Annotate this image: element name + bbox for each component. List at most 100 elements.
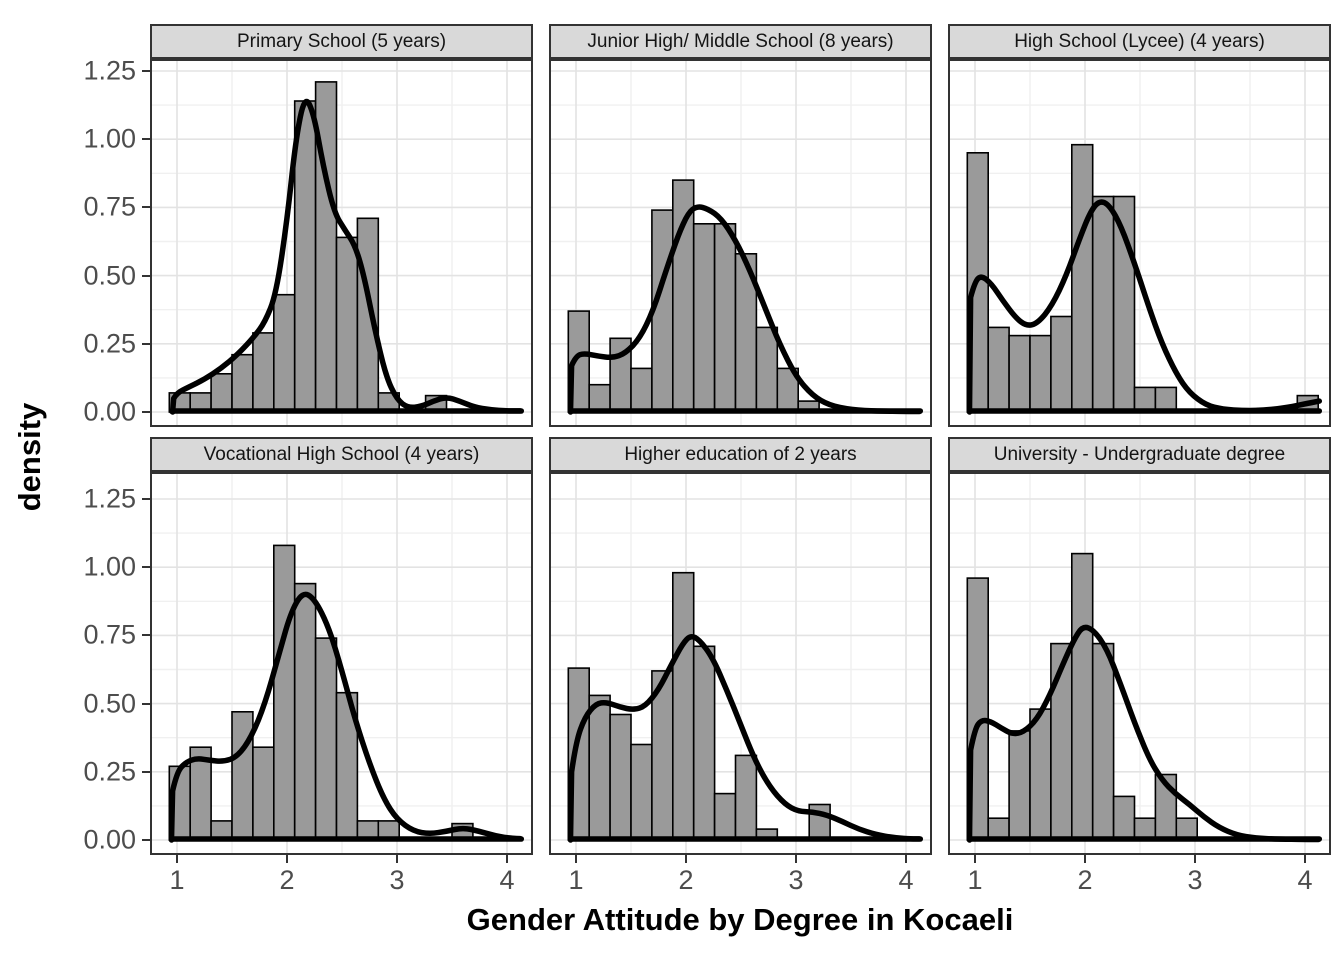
histogram-bar <box>672 571 695 841</box>
histogram-bar <box>210 372 233 413</box>
histogram-bar <box>692 645 716 841</box>
y-tick-label: 1.00 <box>83 123 136 154</box>
y-tick-label: 0.25 <box>83 328 136 359</box>
y-tick-label: 0.75 <box>83 191 136 222</box>
facet-panel <box>948 472 1331 855</box>
histogram-bar <box>588 694 611 841</box>
x-tick-mark <box>795 855 797 863</box>
histogram-bar <box>692 223 716 413</box>
facet-panel <box>549 472 932 855</box>
density-curve <box>567 204 922 415</box>
y-tick-label: 1.25 <box>83 483 136 514</box>
y-tick-mark <box>142 770 150 773</box>
y-tick-label: 0.00 <box>83 396 136 427</box>
y-axis-title: density <box>12 402 47 512</box>
histogram-bar <box>1071 552 1094 841</box>
y-tick-mark <box>142 566 150 569</box>
facet-strip: Vocational High School (4 years) <box>150 437 533 472</box>
facet-panel <box>150 472 533 855</box>
panel-border <box>549 472 932 855</box>
y-tick-label: 1.00 <box>83 551 136 582</box>
histogram-bar <box>335 236 359 413</box>
x-tick-label: 4 <box>499 865 515 895</box>
histogram-bar <box>252 746 275 841</box>
panel-border <box>549 59 932 427</box>
panel-border <box>150 472 533 855</box>
histogram-bar <box>1029 334 1052 413</box>
y-tick-label: 0.00 <box>83 824 136 855</box>
histogram-bar <box>1008 334 1031 413</box>
x-tick-label: 4 <box>1297 865 1313 895</box>
histogram-bar <box>1112 795 1136 841</box>
y-tick-mark <box>142 411 150 413</box>
histogram-bar <box>1091 642 1115 841</box>
histogram-bar <box>1008 730 1031 841</box>
x-tick-mark <box>1084 855 1086 863</box>
x-tick-label: 1 <box>169 865 185 895</box>
x-tick-mark <box>905 855 907 863</box>
x-tick-label: 3 <box>1187 865 1203 895</box>
x-tick-mark <box>685 855 687 863</box>
histogram-bar <box>273 544 296 841</box>
histogram-bar <box>713 223 737 413</box>
histogram-bar <box>1071 143 1094 413</box>
x-tick-label: 4 <box>898 865 914 895</box>
x-tick-label: 1 <box>568 865 584 895</box>
panel-border <box>150 59 533 427</box>
y-tick-label: 0.50 <box>83 260 136 291</box>
x-tick-mark <box>286 855 288 863</box>
density-curve <box>168 591 523 843</box>
density-curve <box>169 98 523 415</box>
x-tick-mark <box>1304 855 1306 863</box>
facet-strip: University - Undergraduate degree <box>948 437 1331 472</box>
density-curve <box>567 634 922 843</box>
y-tick-mark <box>142 274 150 277</box>
density-curve <box>966 199 1323 415</box>
x-tick-label: 3 <box>788 865 804 895</box>
facet-panel <box>948 59 1331 427</box>
histogram-bar <box>293 582 317 841</box>
facet-strip-label: Primary School (5 years) <box>236 30 447 52</box>
histogram-bar <box>1029 708 1052 841</box>
histogram-bar <box>273 293 296 413</box>
histogram-bar <box>356 217 380 413</box>
x-axis-title: Gender Attitude by Degree in Kocaeli <box>466 902 1014 937</box>
y-tick-mark <box>142 70 150 72</box>
y-tick-label: 0.50 <box>83 688 136 719</box>
y-tick-mark <box>142 634 150 637</box>
facet-strip-label: Vocational High School (4 years) <box>203 443 480 465</box>
histogram-bar <box>231 711 254 841</box>
x-tick-label: 2 <box>1077 865 1093 895</box>
y-tick-mark <box>142 839 150 841</box>
histogram-bar <box>252 332 275 413</box>
histogram-bar <box>755 326 779 413</box>
x-tick-label: 2 <box>678 865 694 895</box>
x-tick-label: 3 <box>389 865 405 895</box>
y-tick-mark <box>142 498 150 500</box>
facet-strip-label: Junior High/ Middle School (8 years) <box>587 30 894 52</box>
histogram-bar <box>734 754 758 841</box>
histogram-bar <box>713 792 737 841</box>
facet-strip: Junior High/ Middle School (8 years) <box>549 24 932 59</box>
facet-strip-label: Higher education of 2 years <box>624 443 857 465</box>
histogram-bar <box>588 383 611 413</box>
histogram-bar <box>231 353 254 413</box>
facet-strip: High School (Lycee) (4 years) <box>948 24 1331 59</box>
x-tick-mark <box>396 855 398 863</box>
x-tick-mark <box>176 855 178 863</box>
x-tick-mark <box>1194 855 1196 863</box>
panel-border <box>948 472 1331 855</box>
x-tick-label: 1 <box>967 865 983 895</box>
x-tick-mark <box>575 855 577 863</box>
x-tick-label: 2 <box>279 865 295 895</box>
histogram-bar <box>1091 195 1115 413</box>
density-curve <box>966 624 1321 843</box>
histogram-bar <box>630 367 653 413</box>
histogram-bar <box>987 326 1010 413</box>
facet-panel <box>549 59 932 427</box>
y-tick-label: 0.75 <box>83 619 136 650</box>
x-tick-mark <box>974 855 976 863</box>
y-tick-label: 0.25 <box>83 756 136 787</box>
facet-strip-label: University - Undergraduate degree <box>993 443 1286 465</box>
